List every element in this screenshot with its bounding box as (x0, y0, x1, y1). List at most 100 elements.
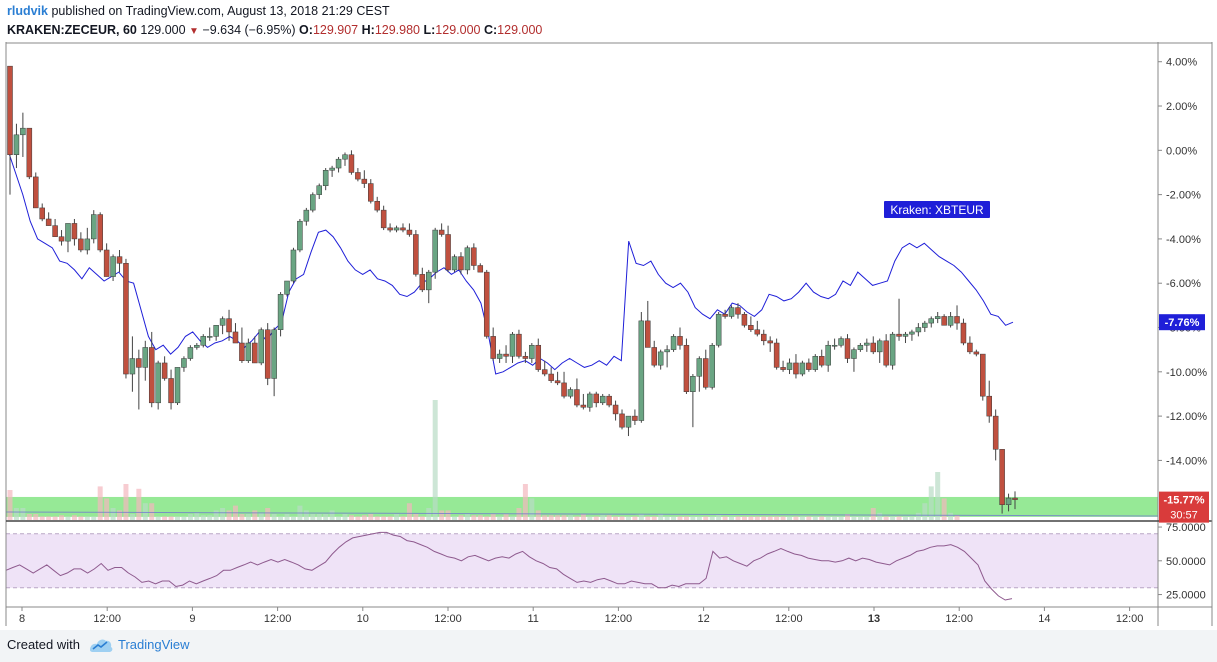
candle (683, 338, 690, 394)
candle-body (696, 358, 703, 377)
symbol-name: KRAKEN:ZECEUR, 60 (7, 23, 137, 37)
volume-bar (265, 508, 271, 520)
volume-bar (548, 515, 554, 520)
candle-body (657, 351, 664, 366)
candle (509, 331, 516, 363)
low-label: L: (423, 23, 436, 37)
candle (754, 320, 761, 337)
candle (239, 327, 245, 363)
high-label: H: (361, 23, 375, 37)
volume-bar (812, 516, 818, 520)
candle (709, 343, 715, 390)
chart-area[interactable]: 4.00%2.00%0.00%-2.00%-4.00%-6.00%-8.00%-… (0, 42, 1217, 630)
tradingview-link[interactable]: TradingView (118, 637, 190, 652)
volume-bar (593, 516, 599, 520)
candle (483, 269, 490, 339)
volume-bar (439, 510, 445, 520)
candle (696, 356, 703, 392)
candle-body (967, 342, 973, 353)
compare-series-name-label: Kraken: XBTEUR (884, 201, 990, 218)
candle-body (715, 313, 722, 346)
candle-body (26, 127, 33, 178)
volume-bar (664, 516, 670, 520)
candle-body (71, 223, 78, 240)
candle-body (20, 127, 26, 136)
volume-bar (271, 514, 277, 520)
candle-body (368, 183, 374, 202)
candle-body (335, 158, 342, 169)
candle-body (400, 227, 406, 231)
volume-bar (71, 515, 77, 520)
candle (522, 351, 529, 363)
volume-bar (696, 516, 702, 520)
candle-body (477, 265, 484, 273)
candle-body (606, 395, 612, 406)
candle-body (651, 347, 657, 366)
tradingview-logo-icon[interactable] (88, 636, 114, 654)
candle-body (503, 353, 509, 357)
candle (857, 343, 864, 352)
candle (580, 393, 587, 410)
candle (155, 360, 161, 410)
candle-body (84, 238, 91, 251)
candle-body (889, 333, 896, 366)
candle-body (374, 201, 380, 211)
candle (535, 338, 542, 372)
candle (406, 223, 413, 237)
volume-bar (400, 516, 406, 520)
rsi-band (6, 533, 1158, 588)
time-axis[interactable]: 8 12:00 9 12:00 10 12:00 11 12:00 12 12:00 13 12:00… (19, 607, 1143, 625)
candle (818, 349, 825, 368)
volume-bar (606, 515, 612, 520)
candle-body (722, 313, 728, 317)
price-tick-label: -10.00% (1166, 367, 1207, 379)
compare-series-line (7, 150, 1014, 375)
volume-bar (915, 512, 921, 520)
candle (870, 336, 877, 355)
candle-body (290, 249, 297, 282)
time-tick-label: 12:00 (93, 613, 121, 625)
candle (619, 409, 625, 430)
candle-body (619, 413, 625, 428)
price-labels: Kraken: XBTEUR -7.76% -15.77% 30:57 (884, 201, 1209, 523)
candle-body (541, 369, 548, 375)
volume-bar (928, 486, 934, 520)
author-name[interactable]: rludvik (7, 4, 48, 18)
candle (670, 334, 677, 352)
candle (329, 165, 335, 177)
price-tick-label: 0.00% (1166, 145, 1197, 157)
candle (980, 353, 986, 401)
candle-body (831, 344, 838, 347)
candle (883, 334, 889, 368)
rsi-line (5, 531, 1013, 601)
volume-bar (175, 516, 180, 520)
rsi-axis[interactable]: 75.0000 50.0000 25.0000 (1158, 522, 1206, 602)
candle-body (664, 349, 670, 353)
candle-body (670, 336, 677, 350)
volume-bar (104, 498, 110, 520)
volume-bar (909, 516, 915, 520)
time-tick-label: 9 (189, 613, 195, 625)
candle (889, 331, 896, 370)
candle (226, 309, 232, 341)
candle-body (406, 229, 413, 235)
price-axis[interactable]: 4.00%2.00%0.00%-2.00%-4.00%-6.00%-8.00%-… (1158, 57, 1207, 468)
volume-bar (194, 512, 200, 520)
candle-body (316, 185, 322, 195)
candle-body (264, 329, 271, 379)
candle-body (123, 263, 129, 375)
volume-bar (310, 514, 316, 520)
volume-bar (59, 515, 65, 520)
volume-bar (7, 490, 13, 520)
candle-body (741, 313, 748, 326)
volume-ma-line (5, 511, 1159, 517)
candle-body (284, 280, 290, 295)
created-with-text: Created with (7, 637, 80, 652)
volume-bar (806, 516, 812, 520)
candle-body (355, 172, 361, 180)
volume-bar (361, 515, 367, 520)
volume-bar (168, 516, 174, 520)
candle (335, 156, 342, 173)
candle (161, 356, 168, 381)
candle-body (986, 395, 992, 417)
